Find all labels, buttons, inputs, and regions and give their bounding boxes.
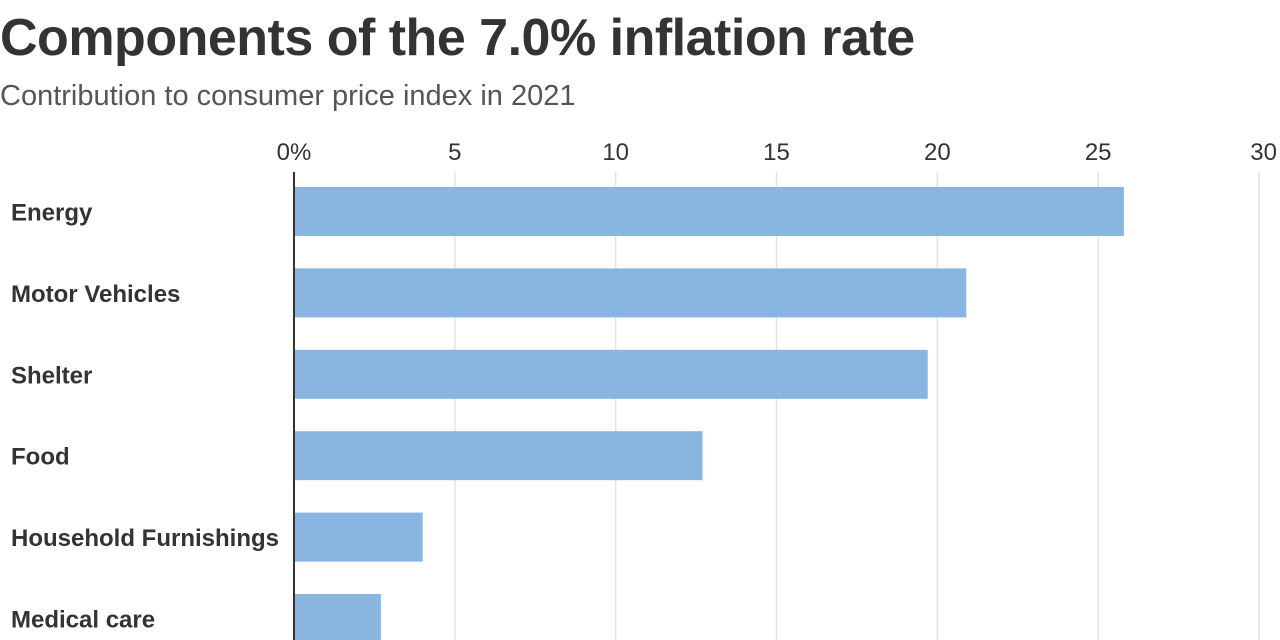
x-tick-label: 25 [1085, 139, 1112, 166]
chart-title: Components of the 7.0% inflation rate [0, 9, 915, 67]
x-tick-label: 15 [763, 139, 790, 166]
gridlines [454, 172, 1260, 640]
bar [294, 512, 423, 562]
chart-subtitle: Contribution to consumer price index in … [0, 80, 576, 112]
bar [294, 349, 928, 399]
bar [294, 594, 381, 640]
x-tick-label: 20 [924, 139, 951, 166]
category-label: Medical care [11, 607, 155, 634]
x-tick-label: 10 [602, 139, 629, 166]
x-tick-label: 0% [277, 139, 312, 166]
category-label: Shelter [11, 362, 92, 389]
bar [294, 431, 703, 481]
x-tick-label: 30 [1250, 139, 1277, 166]
bar [294, 268, 967, 318]
category-label: Energy [11, 200, 93, 227]
category-label: Motor Vehicles [11, 281, 180, 308]
category-label: Household Furnishings [11, 525, 279, 552]
x-axis-ticks: 0% 5 10 15 20 25 30 [277, 139, 1277, 166]
category-labels: Energy Motor Vehicles Shelter Food Household… [11, 200, 279, 634]
bars [294, 187, 1124, 640]
category-label: Food [11, 444, 70, 471]
x-tick-label: 5 [448, 139, 461, 166]
bar [294, 187, 1124, 236]
